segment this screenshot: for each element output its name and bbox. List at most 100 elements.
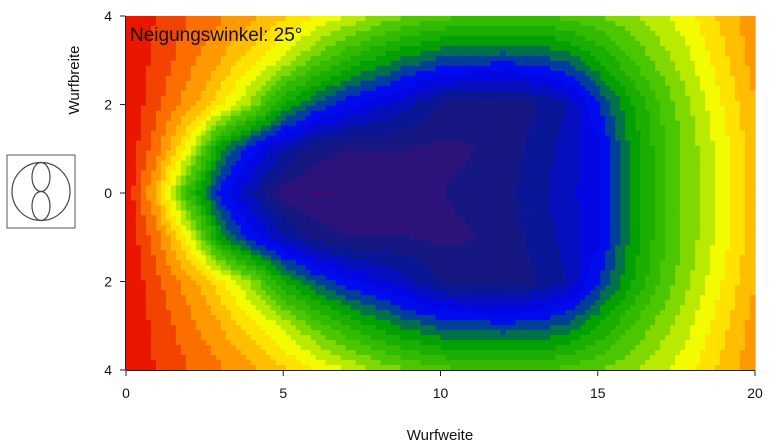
heatmap-cell <box>190 160 197 167</box>
heatmap-cell <box>455 110 462 117</box>
heatmap-cell <box>200 105 207 112</box>
heatmap-cell <box>540 140 546 147</box>
heatmap-cell <box>320 35 327 42</box>
heatmap-cell <box>705 16 711 22</box>
heatmap-cell <box>515 20 521 27</box>
heatmap-cell <box>640 185 646 192</box>
heatmap-cell <box>740 75 746 82</box>
heatmap-cell <box>520 170 526 177</box>
heatmap-cell <box>450 145 457 152</box>
heatmap-cell <box>575 55 581 62</box>
heatmap-cell <box>295 110 302 117</box>
heatmap-cell <box>595 140 601 147</box>
heatmap-cell <box>375 175 382 182</box>
heatmap-cell <box>170 135 177 142</box>
heatmap-cell <box>350 55 357 62</box>
heatmap-cell <box>555 160 561 167</box>
heatmap-cell <box>410 80 417 87</box>
heatmap-cell <box>330 16 337 22</box>
heatmap-cell <box>340 160 347 167</box>
heatmap-cell <box>250 180 257 187</box>
heatmap-cell <box>735 205 741 212</box>
heatmap-cell <box>605 110 611 117</box>
heatmap-cell <box>515 110 521 117</box>
heatmap-cell <box>595 55 601 62</box>
heatmap-cell <box>165 85 172 92</box>
heatmap-cell <box>440 180 447 187</box>
heatmap-cell <box>250 125 257 132</box>
heatmap-cell <box>205 95 212 102</box>
heatmap-cell <box>385 160 392 167</box>
heatmap-cell <box>225 95 232 102</box>
heatmap-cell <box>205 170 212 177</box>
heatmap-cell <box>315 140 322 147</box>
heatmap-cell <box>525 120 531 127</box>
heatmap-cell <box>585 170 591 177</box>
heatmap-cell <box>725 20 731 27</box>
heatmap-cell <box>420 40 427 47</box>
heatmap-cell <box>150 210 157 217</box>
heatmap-cell <box>590 115 596 122</box>
heatmap-cell <box>270 55 277 62</box>
heatmap-cell <box>565 65 571 72</box>
heatmap-cell <box>135 85 142 92</box>
heatmap-cell <box>500 150 506 157</box>
heatmap-cell <box>230 205 237 212</box>
heatmap-cell <box>270 175 277 182</box>
heatmap-cell <box>150 145 157 152</box>
heatmap-cell <box>300 170 307 177</box>
heatmap-cell <box>530 210 536 217</box>
heatmap-cell <box>560 110 566 117</box>
heatmap-cell <box>525 75 531 82</box>
heatmap-cell <box>150 195 157 202</box>
heatmap-cell <box>540 85 546 92</box>
heatmap-cell <box>355 155 362 162</box>
heatmap-cell <box>405 35 412 42</box>
heatmap-cell <box>485 190 492 197</box>
heatmap-cell <box>380 155 387 162</box>
heatmap-cell <box>575 65 581 72</box>
heatmap-cell <box>705 175 711 182</box>
heatmap-cell <box>295 60 302 67</box>
heatmap-cell <box>145 65 152 72</box>
heatmap-cell <box>165 210 172 217</box>
heatmap-cell <box>625 90 631 97</box>
heatmap-cell <box>600 150 606 157</box>
heatmap-cell <box>700 90 706 97</box>
heatmap-cell <box>505 16 511 22</box>
heatmap-cell <box>670 125 676 132</box>
heatmap-cell <box>750 45 756 52</box>
heatmap-cell <box>310 70 317 77</box>
heatmap-cell <box>405 75 412 82</box>
heatmap-cell <box>520 30 526 37</box>
heatmap-cell <box>460 185 467 192</box>
heatmap-cell <box>635 25 641 32</box>
heatmap-cell <box>665 150 671 157</box>
heatmap-cell <box>645 175 651 182</box>
heatmap-cell <box>585 85 591 92</box>
heatmap-cell <box>695 60 701 67</box>
heatmap-cell <box>735 50 741 57</box>
heatmap-cell <box>605 195 611 202</box>
heatmap-cell <box>485 100 492 107</box>
heatmap-cell <box>715 30 721 37</box>
heatmap-cell <box>745 120 751 127</box>
heatmap-cell <box>126 190 132 197</box>
heatmap-cell <box>410 25 417 32</box>
heatmap-cell <box>395 175 402 182</box>
heatmap-cell <box>190 135 197 142</box>
heatmap-cell <box>155 16 162 22</box>
heatmap-cell <box>645 165 651 172</box>
heatmap-cell <box>500 165 506 172</box>
heatmap-cell <box>415 190 422 197</box>
heatmap-cell <box>165 95 172 102</box>
heatmap-cell <box>435 205 442 212</box>
heatmap-cell <box>630 200 636 207</box>
heatmap-cell <box>650 65 656 72</box>
heatmap-cell <box>185 170 192 177</box>
heatmap-cell <box>685 205 691 212</box>
heatmap-cell <box>335 120 342 127</box>
heatmap-cell <box>135 140 142 147</box>
heatmap-cell <box>525 35 531 42</box>
heatmap-cell <box>165 140 172 147</box>
